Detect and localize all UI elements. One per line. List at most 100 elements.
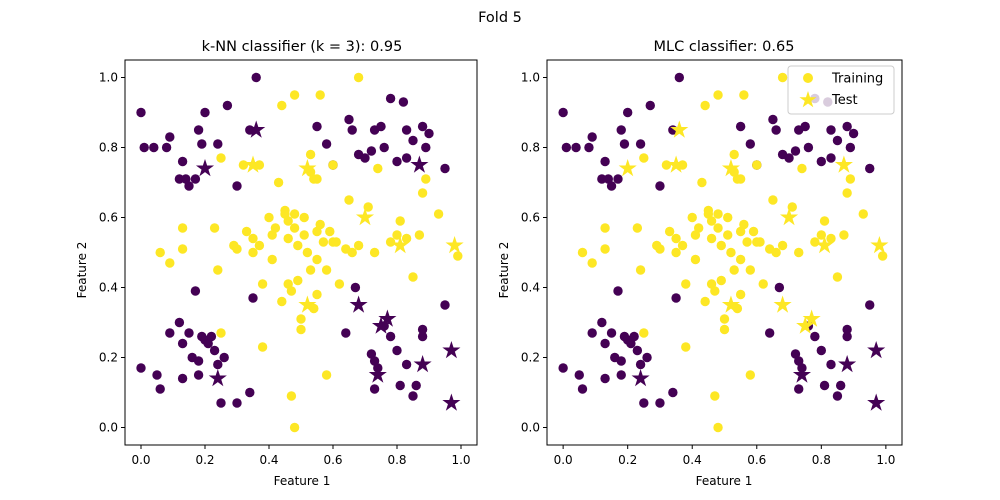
knn-plot-frame xyxy=(124,59,478,446)
knn-training-point xyxy=(203,338,213,349)
knn-training-point xyxy=(209,223,220,233)
mlc-training-point xyxy=(587,258,597,268)
mlc-training-point xyxy=(597,317,607,328)
knn-training-point xyxy=(395,216,405,226)
mlc-training-point xyxy=(629,331,639,342)
knn-training-point xyxy=(421,142,431,153)
knn-training-point xyxy=(417,121,428,132)
mlc-training-point xyxy=(697,177,707,188)
knn-test-point xyxy=(413,355,432,373)
knn-test-point xyxy=(391,236,410,254)
knn-training-point xyxy=(248,233,258,244)
knn-training-point xyxy=(350,282,361,293)
knn-training-point xyxy=(264,212,274,223)
knn-test-point xyxy=(442,341,461,359)
mlc-test-point xyxy=(815,236,834,254)
mlc-training-point xyxy=(735,289,746,300)
knn-training-point xyxy=(149,142,159,153)
mlc-ylabel: Feature 2 xyxy=(497,242,511,299)
mlc-test-point xyxy=(796,316,815,334)
mlc-training-point xyxy=(716,240,726,251)
knn-ytick-label: 0.6 xyxy=(99,211,118,225)
mlc-test-point xyxy=(867,393,886,411)
knn-ytick-label: 0.0 xyxy=(99,421,118,435)
knn-training-point xyxy=(392,156,402,167)
mlc-training-point xyxy=(771,247,781,258)
mlc-training-point xyxy=(797,163,807,174)
mlc-training-point xyxy=(723,212,733,223)
knn-test-point xyxy=(445,236,464,254)
mlc-training-point xyxy=(832,391,843,401)
knn-training-point xyxy=(401,125,412,135)
knn-training-point xyxy=(408,272,418,282)
mlc-training-point xyxy=(577,247,588,258)
mlc-ytick-label: 0.4 xyxy=(521,281,540,295)
mlc-training-point xyxy=(639,153,649,163)
mlc-training-point xyxy=(710,391,720,401)
mlc-training-point xyxy=(645,100,655,111)
mlc-training-point xyxy=(613,286,623,296)
knn-training-point xyxy=(273,177,284,188)
mlc-training-point xyxy=(642,352,652,363)
knn-training-point xyxy=(344,195,354,205)
mlc-training-point xyxy=(577,384,588,394)
knn-test-point xyxy=(349,295,368,313)
knn-training-point xyxy=(155,384,165,394)
mlc-test-point xyxy=(834,155,853,173)
knn-training-point xyxy=(286,391,297,401)
legend-training-label: Training xyxy=(831,72,883,87)
mlc-training-point xyxy=(635,359,646,370)
knn-training-point xyxy=(245,387,255,398)
knn-panel: k-NN classifier (k = 3): 0.95 Feature 1 … xyxy=(75,39,478,488)
mlc-training-point xyxy=(584,142,594,153)
mlc-training-point xyxy=(816,230,827,240)
mlc-training-point xyxy=(713,90,723,100)
knn-training-point xyxy=(165,132,175,142)
knn-training-point xyxy=(299,230,309,240)
mlc-training-point xyxy=(606,328,617,338)
mlc-training-point xyxy=(681,342,691,352)
knn-training-point xyxy=(312,254,322,265)
knn-training-point xyxy=(213,139,223,149)
mlc-ytick-label: 1.0 xyxy=(521,71,540,85)
mlc-training-point xyxy=(735,226,746,237)
mlc-training-point xyxy=(600,244,610,254)
mlc-test-point xyxy=(802,309,821,327)
knn-training-point xyxy=(414,230,425,240)
knn-training-point xyxy=(347,125,357,135)
knn-training-point xyxy=(312,121,322,132)
mlc-training-point xyxy=(655,398,665,408)
mlc-training-point xyxy=(865,300,875,310)
mlc-training-point xyxy=(681,279,691,289)
mlc-training-point xyxy=(794,384,804,394)
knn-training-point xyxy=(222,100,233,111)
mlc-test-point xyxy=(667,155,686,173)
mlc-training-point xyxy=(690,254,701,265)
mlc-training-point xyxy=(768,114,778,125)
mlc-training-point xyxy=(764,328,775,338)
knn-training-point xyxy=(369,384,380,394)
knn-training-point xyxy=(299,212,309,223)
mlc-training-point xyxy=(726,247,736,258)
mlc-training-point xyxy=(687,212,697,223)
mlc-training-point xyxy=(700,296,710,307)
mlc-xtick-label: 0.8 xyxy=(812,453,831,467)
mlc-xtick-label: 1.0 xyxy=(876,453,895,467)
knn-training-point xyxy=(379,142,389,153)
mlc-training-point xyxy=(819,216,830,226)
mlc-training-point xyxy=(810,331,820,342)
knn-xtick-label: 0.6 xyxy=(323,453,342,467)
mlc-training-point xyxy=(710,286,720,296)
knn-training-point xyxy=(321,139,332,149)
knn-training-point xyxy=(152,370,162,380)
knn-training-point xyxy=(401,153,412,163)
mlc-training-point xyxy=(739,90,749,100)
mlc-training-point xyxy=(587,132,597,142)
knn-training-point xyxy=(366,146,377,156)
knn-training-point xyxy=(165,328,175,338)
mlc-training-point xyxy=(600,373,610,384)
knn-training-point xyxy=(177,244,188,254)
knn-training-point xyxy=(177,223,188,233)
mlc-xtick-label: 0.2 xyxy=(618,453,637,467)
mlc-test-point xyxy=(721,295,740,313)
